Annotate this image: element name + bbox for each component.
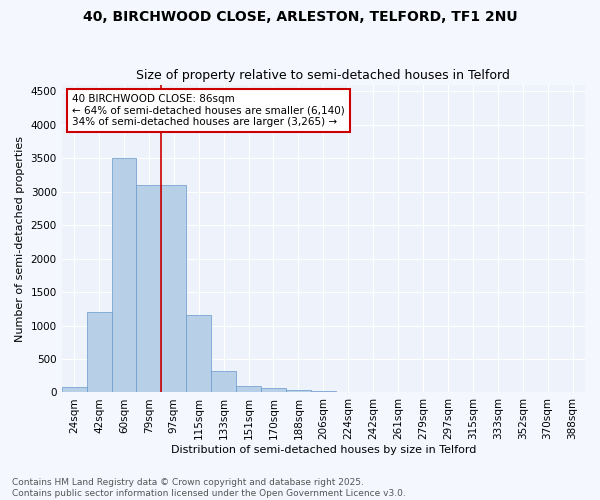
Y-axis label: Number of semi-detached properties: Number of semi-detached properties xyxy=(15,136,25,342)
Bar xyxy=(136,185,161,392)
Text: Contains HM Land Registry data © Crown copyright and database right 2025.
Contai: Contains HM Land Registry data © Crown c… xyxy=(12,478,406,498)
Bar xyxy=(211,371,236,392)
Bar xyxy=(186,316,211,392)
Text: 40, BIRCHWOOD CLOSE, ARLESTON, TELFORD, TF1 2NU: 40, BIRCHWOOD CLOSE, ARLESTON, TELFORD, … xyxy=(83,10,517,24)
Bar xyxy=(86,312,112,392)
Bar xyxy=(311,391,336,392)
Title: Size of property relative to semi-detached houses in Telford: Size of property relative to semi-detach… xyxy=(136,69,510,82)
Bar xyxy=(112,158,136,392)
X-axis label: Distribution of semi-detached houses by size in Telford: Distribution of semi-detached houses by … xyxy=(170,445,476,455)
Bar xyxy=(286,390,311,392)
Bar xyxy=(261,388,286,392)
Bar xyxy=(161,185,186,392)
Bar xyxy=(62,387,86,392)
Bar xyxy=(236,386,261,392)
Text: 40 BIRCHWOOD CLOSE: 86sqm
← 64% of semi-detached houses are smaller (6,140)
34% : 40 BIRCHWOOD CLOSE: 86sqm ← 64% of semi-… xyxy=(72,94,345,127)
